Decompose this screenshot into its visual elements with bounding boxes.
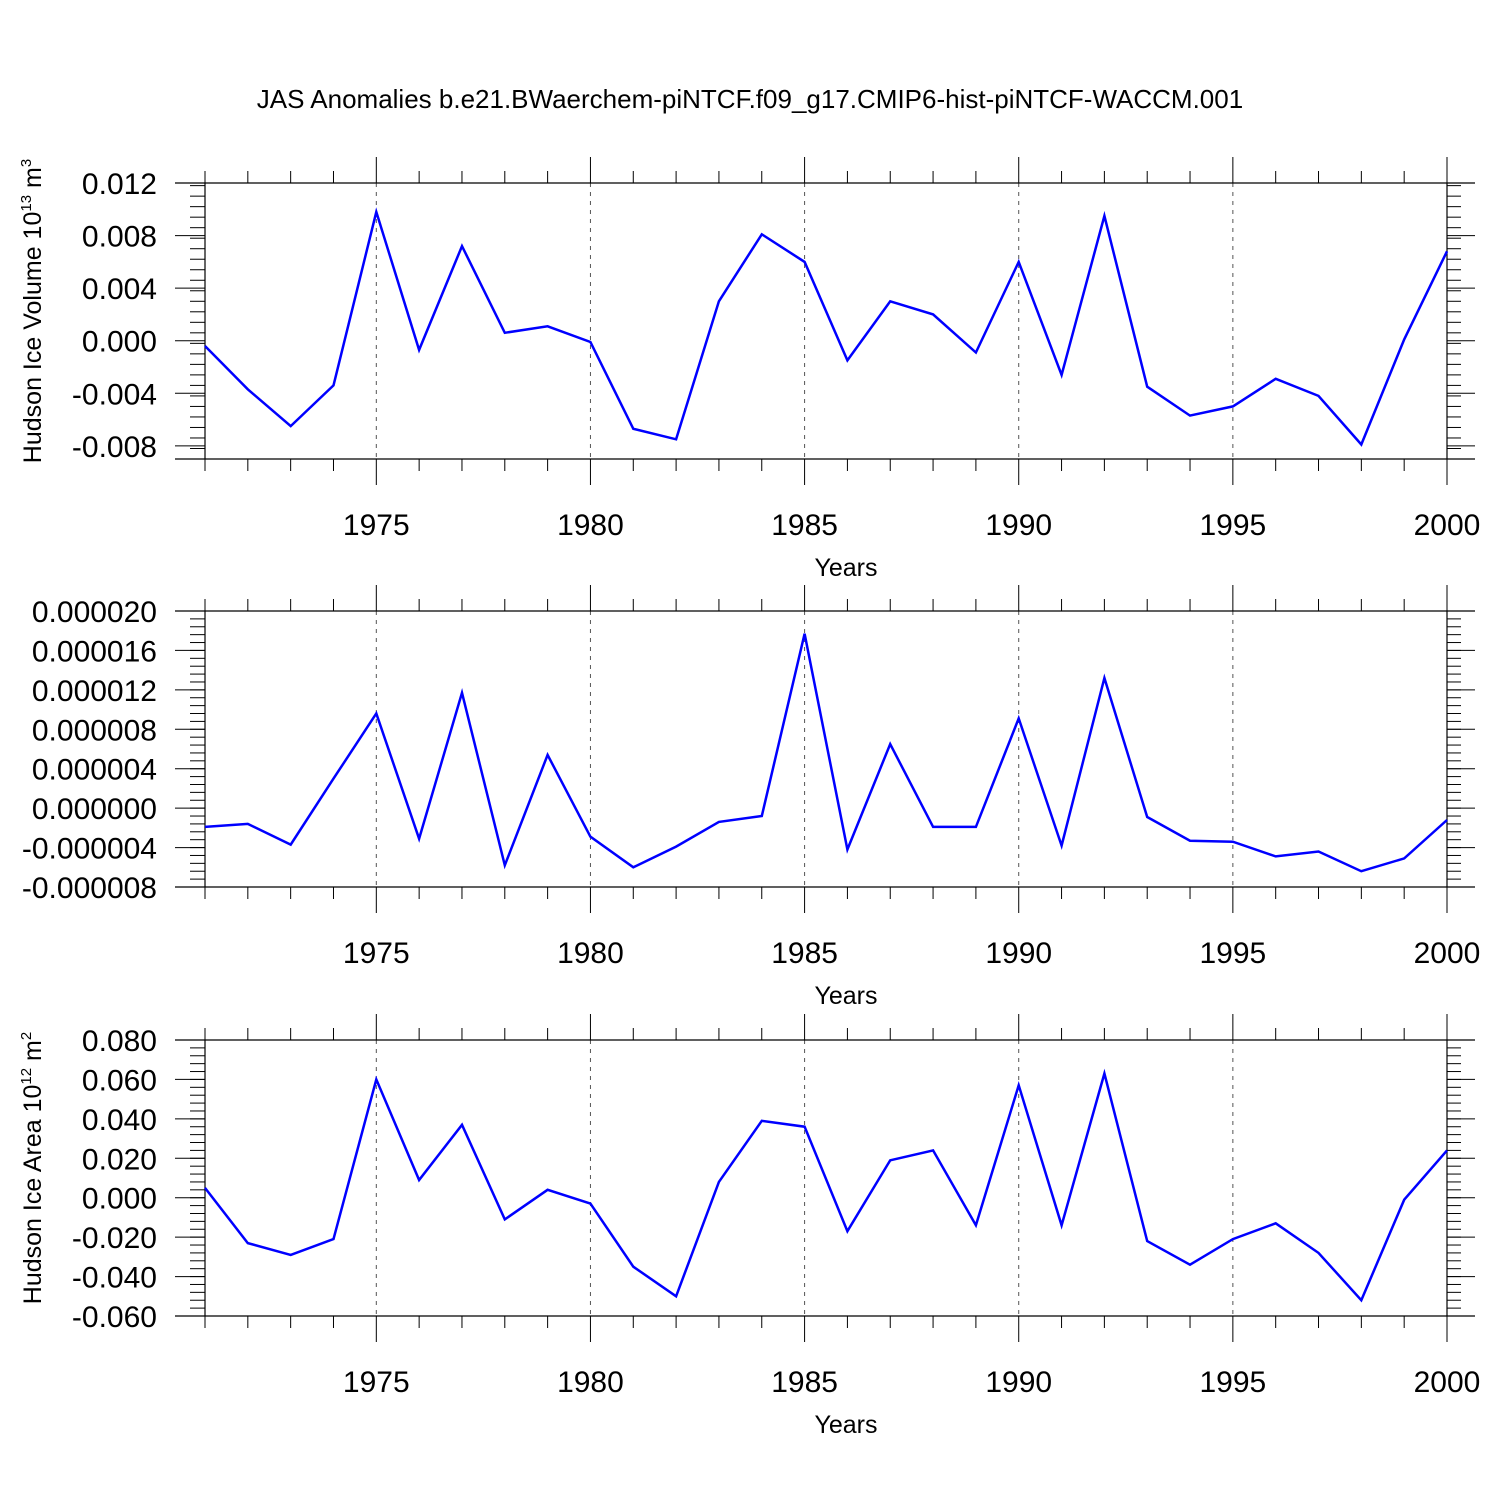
y-tick-label: 0.040 [82, 1104, 157, 1137]
y-tick-label: 0.000000 [32, 793, 157, 826]
y-tick-label: -0.004 [72, 378, 157, 411]
x-tick-label: 1995 [1199, 937, 1266, 970]
x-tick-label: 2000 [1414, 509, 1481, 542]
panel-1: 1975 1980 1985 1990 1995 2000 -0.008 -0.004 0.00… [18, 157, 1480, 582]
series-line [204, 1068, 1448, 1303]
x-axis-title: Years [814, 1411, 877, 1439]
x-tick-label: 1990 [985, 1366, 1052, 1399]
y-tick-label: 0.080 [82, 1025, 157, 1058]
x-tick-label: 1975 [343, 937, 410, 970]
x-tick-label: 1990 [985, 937, 1052, 970]
y-tick-label: 0.008 [82, 221, 157, 254]
x-tick-label: 1990 [985, 509, 1052, 542]
y-tick-label: -0.000004 [22, 833, 157, 866]
x-tick-label: 2000 [1414, 937, 1481, 970]
x-tick-label: 1975 [343, 1366, 410, 1399]
x-tick-label: 1995 [1199, 1366, 1266, 1399]
x-tick-label: 1980 [557, 1366, 624, 1399]
y-axis-title: Hudson Ice Volume 1013 m3 [18, 159, 47, 463]
y-tick-label: -0.040 [72, 1262, 157, 1295]
chart-title: JAS Anomalies b.e21.BWaerchem-piNTCF.f09… [256, 84, 1244, 114]
y-tick-label: 0.060 [82, 1064, 157, 1097]
x-tick-label: 1985 [771, 937, 838, 970]
x-tick-label: 1975 [343, 509, 410, 542]
y-tick-label: -0.000008 [22, 872, 157, 905]
y-tick-label: 0.000 [82, 326, 157, 359]
x-axis-title: Years [814, 554, 877, 582]
y-tick-label: 0.000012 [32, 675, 157, 708]
y-tick-label: 0.004 [82, 273, 157, 306]
y-tick-label: -0.020 [72, 1222, 157, 1255]
x-tick-label: 1995 [1199, 509, 1266, 542]
y-tick-label: 0.020 [82, 1143, 157, 1176]
series-line [204, 207, 1449, 447]
x-axis-title: Years [814, 982, 877, 1010]
y-tick-label: 0.000016 [32, 635, 157, 668]
y-axis-title: Hudson Ice Area 1012 m2 [18, 1032, 47, 1304]
panel-2: 1975 1980 1985 1990 1995 2000 -0.000008 -0.0000… [22, 585, 1481, 1010]
panel-3: 1975 1980 1985 1990 1995 2000 -0.060 -0.040 -0.0… [18, 1014, 1480, 1439]
x-tick-label: 1980 [557, 937, 624, 970]
y-tick-label: 0.000004 [32, 754, 157, 787]
x-tick-label: 1985 [771, 1366, 838, 1399]
x-tick-label: 2000 [1414, 1366, 1481, 1399]
series-line [204, 633, 1448, 873]
y-tick-label: -0.008 [72, 431, 157, 464]
y-tick-label: -0.060 [72, 1301, 157, 1334]
y-tick-label: 0.000 [82, 1183, 157, 1216]
y-tick-label: 0.012 [82, 168, 157, 201]
x-tick-label: 1985 [771, 509, 838, 542]
x-tick-label: 1980 [557, 509, 624, 542]
y-tick-label: 0.000020 [32, 596, 157, 629]
y-tick-label: 0.000008 [32, 714, 157, 747]
